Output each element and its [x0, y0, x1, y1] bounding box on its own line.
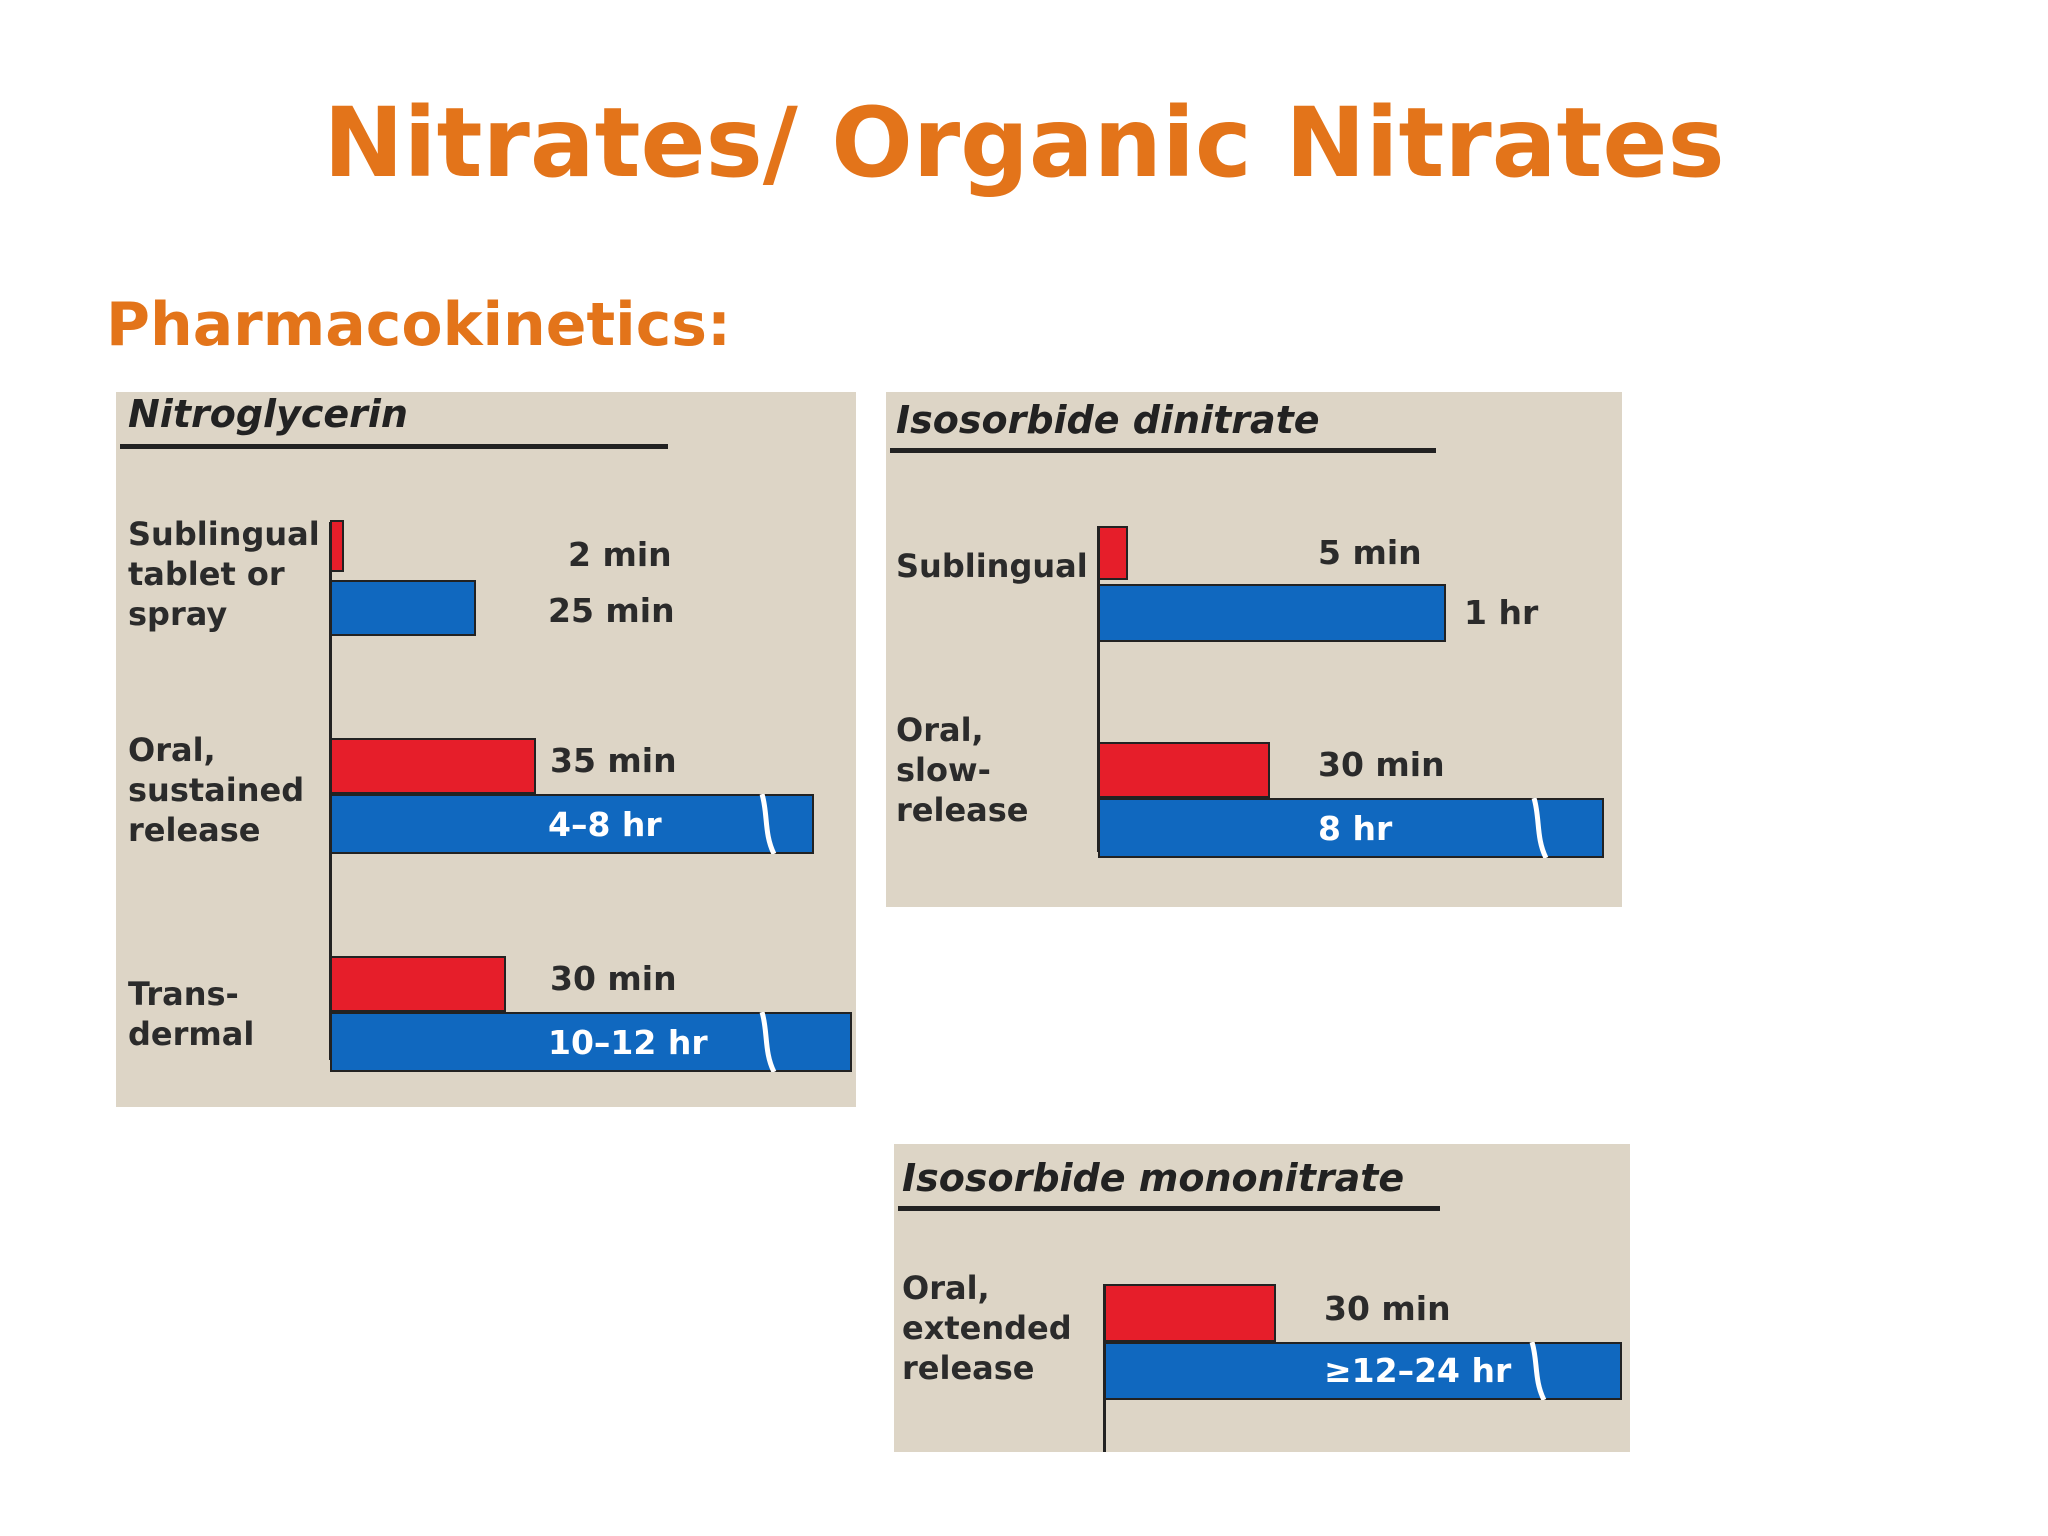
- axis-break-icon: [1531, 798, 1549, 858]
- onset-value: 30 min: [1318, 745, 1445, 784]
- duration-bar: [330, 794, 814, 854]
- row-label: Sublingual: [896, 547, 1088, 585]
- nitroglycerin-panel: Nitroglycerin Sublingual tablet or spray…: [116, 392, 856, 1107]
- title-underline: [120, 444, 668, 449]
- axis-break-icon: [1529, 1342, 1547, 1400]
- row-label: Oral, sustained release: [128, 731, 305, 849]
- onset-value: 30 min: [550, 959, 677, 998]
- isosorbide-mononitrate-panel: Isosorbide mononitrate Oral, extended re…: [894, 1144, 1630, 1452]
- duration-value: 1 hr: [1464, 593, 1539, 632]
- onset-value: 30 min: [1324, 1289, 1451, 1328]
- onset-value: 2 min: [568, 535, 672, 574]
- onset-bar: [330, 738, 536, 794]
- section-heading: Pharmacokinetics:: [106, 290, 731, 360]
- panel-title: Isosorbide dinitrate: [896, 398, 1320, 442]
- duration-value: 4–8 hr: [548, 805, 662, 844]
- onset-bar: [330, 956, 506, 1012]
- title-underline: [898, 1206, 1440, 1211]
- slide-title: Nitrates/ Organic Nitrates: [323, 87, 1725, 199]
- duration-value: ≥12–24 hr: [1324, 1351, 1512, 1390]
- onset-value: 35 min: [550, 741, 677, 780]
- row-label: Oral, slow- release: [896, 711, 1029, 829]
- panel-title: Isosorbide mononitrate: [902, 1156, 1405, 1200]
- chart-axis: [1097, 526, 1100, 852]
- axis-break-icon: [759, 794, 777, 854]
- duration-value: 10–12 hr: [548, 1023, 708, 1062]
- duration-value: 25 min: [548, 591, 675, 630]
- panel-title: Nitroglycerin: [128, 392, 408, 436]
- row-label: Oral, extended release: [902, 1269, 1072, 1387]
- isosorbide-dinitrate-panel: Isosorbide dinitrate Sublingual 5 min 1 …: [886, 392, 1622, 907]
- onset-bar: [1098, 742, 1270, 798]
- duration-bar: [1098, 798, 1604, 858]
- onset-bar: [1104, 1284, 1276, 1342]
- duration-value: 8 hr: [1318, 809, 1393, 848]
- onset-value: 5 min: [1318, 533, 1422, 572]
- onset-bar: [1098, 526, 1128, 580]
- axis-break-icon: [759, 1012, 777, 1072]
- title-underline: [890, 448, 1436, 453]
- row-label: Sublingual tablet or spray: [128, 515, 320, 633]
- onset-bar: [330, 520, 344, 572]
- duration-bar: [1098, 584, 1446, 642]
- row-label: Trans- dermal: [128, 975, 255, 1053]
- duration-bar: [330, 580, 476, 636]
